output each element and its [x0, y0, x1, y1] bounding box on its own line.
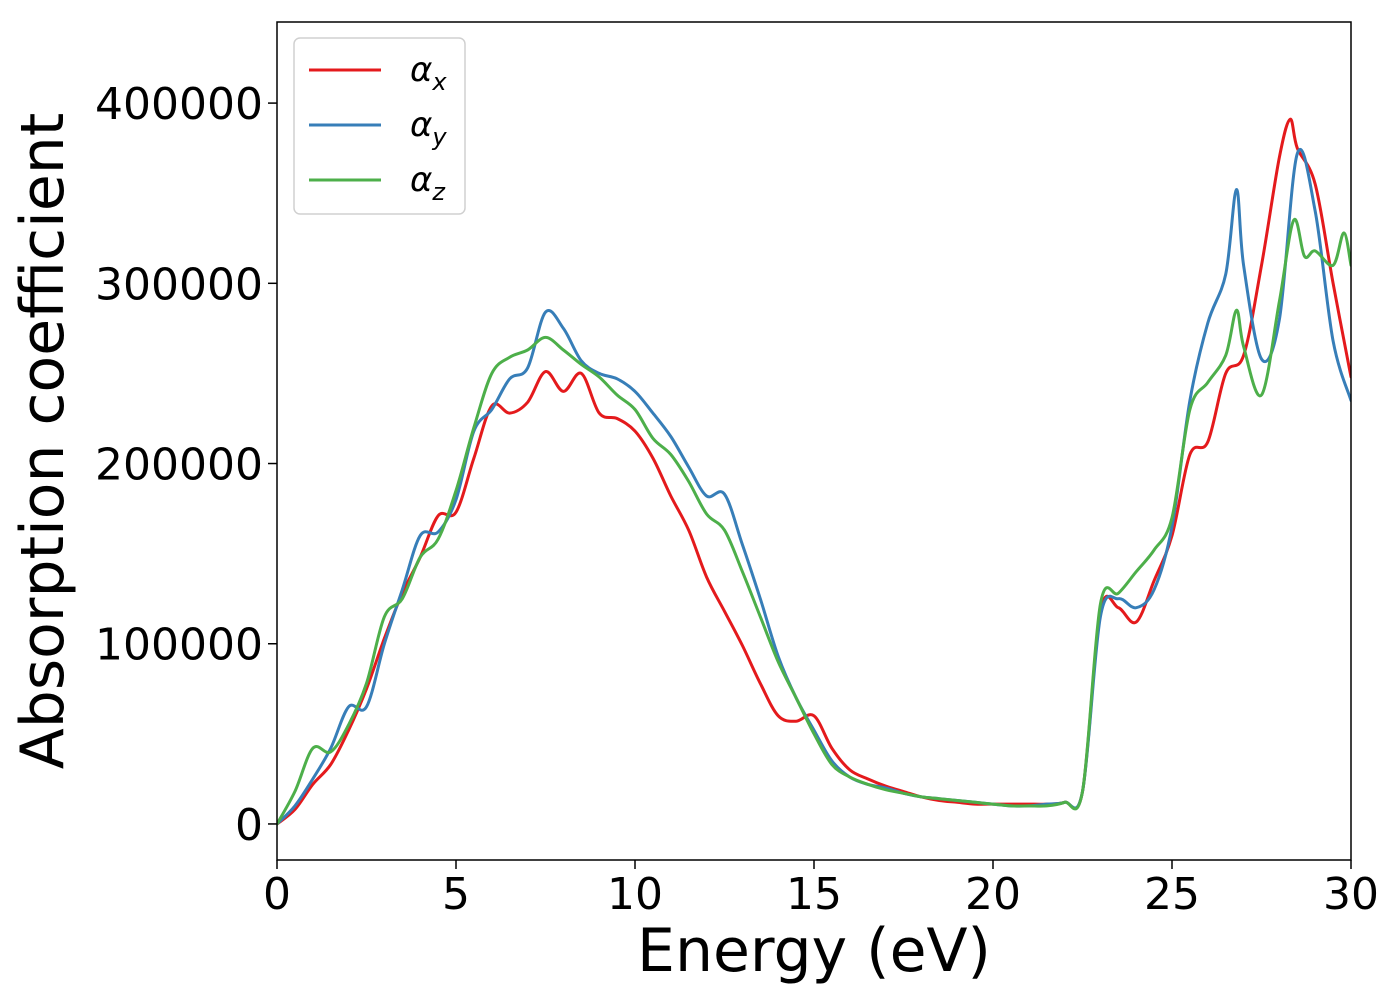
- legend-subscript-y: y: [431, 123, 447, 151]
- y-tick-label: 0: [235, 800, 263, 851]
- y-axis-label: Absorption coefficient: [8, 113, 78, 770]
- x-axis: 0 5 10 15 20 25 30: [263, 860, 1379, 920]
- legend-subscript-z: z: [431, 178, 446, 206]
- x-tick-label: 30: [1323, 869, 1379, 920]
- x-axis-label: Energy (eV): [637, 916, 991, 986]
- y-tick-label: 300000: [95, 259, 263, 310]
- y-tick-label: 100000: [95, 620, 263, 671]
- y-axis: 0 100000 200000 300000 400000: [95, 79, 277, 851]
- series-line-z: [277, 217, 1351, 826]
- x-tick-label: 5: [442, 869, 470, 920]
- y-tick-label: 200000: [95, 440, 263, 491]
- series-line-x: [277, 117, 1351, 826]
- y-tick-label: 400000: [95, 79, 263, 130]
- x-tick-label: 10: [607, 869, 663, 920]
- x-tick-label: 20: [965, 869, 1021, 920]
- x-tick-label: 0: [263, 869, 291, 920]
- x-tick-label: 25: [1144, 869, 1200, 920]
- x-tick-label: 15: [786, 869, 842, 920]
- series-layer: [277, 117, 1351, 826]
- legend-subscript-x: x: [431, 68, 447, 96]
